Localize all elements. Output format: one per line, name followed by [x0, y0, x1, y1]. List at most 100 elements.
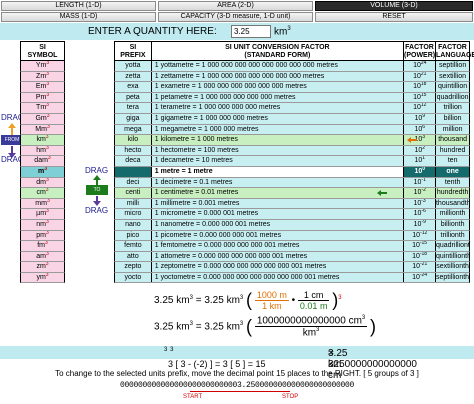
tab-length[interactable]: LENGTH (1-D): [1, 1, 156, 11]
conversion-row[interactable]: milli 1 millimetre = 0.001 metres 10-3 thou…: [114, 198, 470, 210]
symbol-row[interactable]: Zm3: [20, 71, 65, 83]
to-button[interactable]: TO: [86, 185, 108, 195]
power-base: 10: [414, 136, 423, 144]
factor-cell: 1 nanometre = 0.000 000 001 metres: [152, 219, 405, 230]
fraction-1: 1000 m 1 km: [254, 290, 289, 311]
symbol-row[interactable]: Ym3: [20, 61, 65, 72]
symbol-row[interactable]: mm3: [20, 198, 65, 210]
factor-cell: 1 decimetre = 0.1 metres: [152, 177, 405, 188]
conversion-row[interactable]: atto 1 attometre = 0.000 000 000 000 000 …: [114, 251, 470, 263]
symbol-row[interactable]: Gm3: [20, 113, 65, 125]
factor-cell-text: 1 yottametre = 1 000 000 000 000 000 000…: [154, 62, 338, 69]
conversion-row[interactable]: zetta 1 zettametre = 1 000 000 000 000 00…: [114, 71, 470, 83]
power-cell: 1024: [404, 61, 437, 71]
tab-capacity[interactable]: CAPACITY (3-D measure, 1-D unit): [158, 12, 313, 22]
language-cell: million: [436, 125, 469, 135]
conversion-row[interactable]: peta 1 petametre = 1 000 000 000 000 000 …: [114, 92, 470, 104]
language-cell: one: [436, 167, 469, 177]
conversion-row[interactable]: zepto 1 zeptometre = 0.000 000 000 000 00…: [114, 262, 470, 273]
conversion-row[interactable]: mega 1 megametre = 1 000 000 metres 106 mil…: [114, 124, 470, 136]
symbol-row[interactable]: fm3: [20, 241, 65, 252]
symbol-row[interactable]: nm3: [20, 219, 65, 231]
symbol-row[interactable]: zm3: [20, 262, 65, 273]
symbol-row[interactable]: dam3: [20, 156, 65, 167]
prefix-cell: hecto: [115, 145, 152, 156]
power-cell: 10-2: [404, 188, 437, 198]
quantity-input[interactable]: [231, 25, 271, 38]
symbol-row[interactable]: Pm3: [20, 92, 65, 104]
symbol-row[interactable]: am3: [20, 251, 65, 263]
symbol-row[interactable]: Tm3: [20, 103, 65, 114]
language-cell: sextillion: [436, 72, 469, 82]
prefix-cell: peta: [115, 92, 152, 103]
conversion-row[interactable]: micro 1 micrometre = 0.000 001 metres 10-6…: [114, 209, 470, 220]
selection-arrow-icon: [407, 137, 417, 144]
conversion-row[interactable]: 1 metre = 1 metre 100 one: [114, 166, 470, 178]
symbol-row[interactable]: Mm3: [20, 124, 65, 136]
fraction-2-den: 0.01 m: [299, 301, 328, 311]
prefix-cell: yotta: [115, 61, 152, 71]
power-cell: 100: [404, 166, 437, 177]
language-cell-text: quintillionth: [435, 252, 470, 260]
factor-cell-text: 1 zettametre = 1 000 000 000 000 000 000…: [154, 72, 325, 80]
symbol-row[interactable]: cm3: [20, 188, 65, 199]
power-cell: 106: [404, 124, 437, 135]
power-cell: 109: [404, 113, 437, 124]
conversion-row[interactable]: deca 1 decametre = 10 metres 101 ten: [114, 156, 470, 167]
prefix-cell: milli: [115, 198, 152, 209]
language-cell-text: millionth: [439, 210, 466, 218]
factor-cell: 1 decametre = 10 metres: [152, 156, 405, 166]
conversion-row[interactable]: pico 1 picometre = 0.000 000 000 001 metr…: [114, 230, 470, 242]
conversion-row[interactable]: nano 1 nanometre = 0.000 000 001 metres 10…: [114, 219, 470, 231]
tab-volume[interactable]: VOLUME (3-D): [315, 1, 473, 11]
symbol-exponent: 3: [45, 219, 49, 225]
symbol-row[interactable]: hm3: [20, 145, 65, 157]
prefix-cell-text: peta: [126, 93, 140, 101]
header-prefix: SI PREFIX: [115, 42, 152, 60]
symbol-row[interactable]: dm3: [20, 177, 65, 189]
symbol-text: zm: [36, 263, 46, 271]
symbol-exponent: 3: [45, 188, 49, 194]
symbol-row[interactable]: µm3: [20, 209, 65, 220]
instruction-note: To change to the selected units prefix, …: [55, 369, 419, 378]
conversion-row[interactable]: centi 1 centimetre = 0.01 metres 10-2 hundr…: [114, 188, 470, 199]
symbol-row[interactable]: m3: [20, 166, 65, 178]
prefix-cell: centi: [115, 188, 152, 198]
conversion-row[interactable]: exa 1 exametre = 1 000 000 000 000 000 00…: [114, 82, 470, 93]
conversion-row[interactable]: deci 1 decimetre = 0.1 metres 10-1 tenth: [114, 177, 470, 189]
prefix-cell: deca: [115, 156, 152, 166]
quantity-entry-bar: ENTER A QUANTITY HERE: km3: [0, 23, 474, 40]
symbol-exponent: 3: [45, 177, 49, 183]
from-button[interactable]: FROM: [1, 135, 23, 145]
conversion-row[interactable]: giga 1 gigametre = 1 000 000 000 metres 10…: [114, 113, 470, 125]
symbol-text: Gm: [35, 114, 47, 122]
formula2-mid: = 3.25 km: [195, 321, 240, 333]
conversion-row[interactable]: hecto 1 hectometre = 100 metres 102 hundred: [114, 145, 470, 157]
conversion-row[interactable]: kilo 1 kilometre = 1 000 metres 103 thousan…: [114, 135, 470, 146]
language-cell: quadrillion: [436, 93, 469, 103]
language-cell: septillionth: [436, 273, 469, 283]
factor-cell-text: 1 exametre = 1 000 000 000 000 000 000 m…: [154, 83, 307, 91]
conversion-row[interactable]: yotta 1 yottametre = 1 000 000 000 000 00…: [114, 61, 470, 72]
reset-button[interactable]: RESET: [315, 12, 473, 22]
language-cell: tenth: [436, 178, 469, 188]
conversion-row[interactable]: tera 1 terametre = 1 000 000 000 000 metr…: [114, 103, 470, 114]
symbol-row[interactable]: km3: [20, 135, 65, 146]
symbol-row[interactable]: pm3: [20, 230, 65, 242]
power-base: 10: [412, 231, 421, 239]
prefix-cell-text: femto: [124, 242, 142, 250]
power-base: 10: [413, 93, 421, 101]
tab-area[interactable]: AREA (2-D): [158, 1, 313, 11]
symbol-exponent: 3: [46, 71, 49, 77]
power-base: 10: [413, 83, 421, 91]
symbol-text: Tm: [36, 104, 47, 112]
symbol-row[interactable]: ym3: [20, 272, 65, 284]
symbol-text: pm: [36, 231, 46, 239]
formula2-lhs: 3.25 km: [154, 321, 190, 333]
conversion-row[interactable]: femto 1 femtometre = 0.000 000 000 000 00…: [114, 241, 470, 252]
symbol-row[interactable]: Em3: [20, 82, 65, 93]
power-cell: 101: [404, 156, 437, 166]
power-base: 10: [413, 62, 421, 69]
conversion-row[interactable]: yocto 1 yoctometre = 0.000 000 000 000 00…: [114, 272, 470, 284]
tab-mass[interactable]: MASS (1-D): [1, 12, 156, 22]
